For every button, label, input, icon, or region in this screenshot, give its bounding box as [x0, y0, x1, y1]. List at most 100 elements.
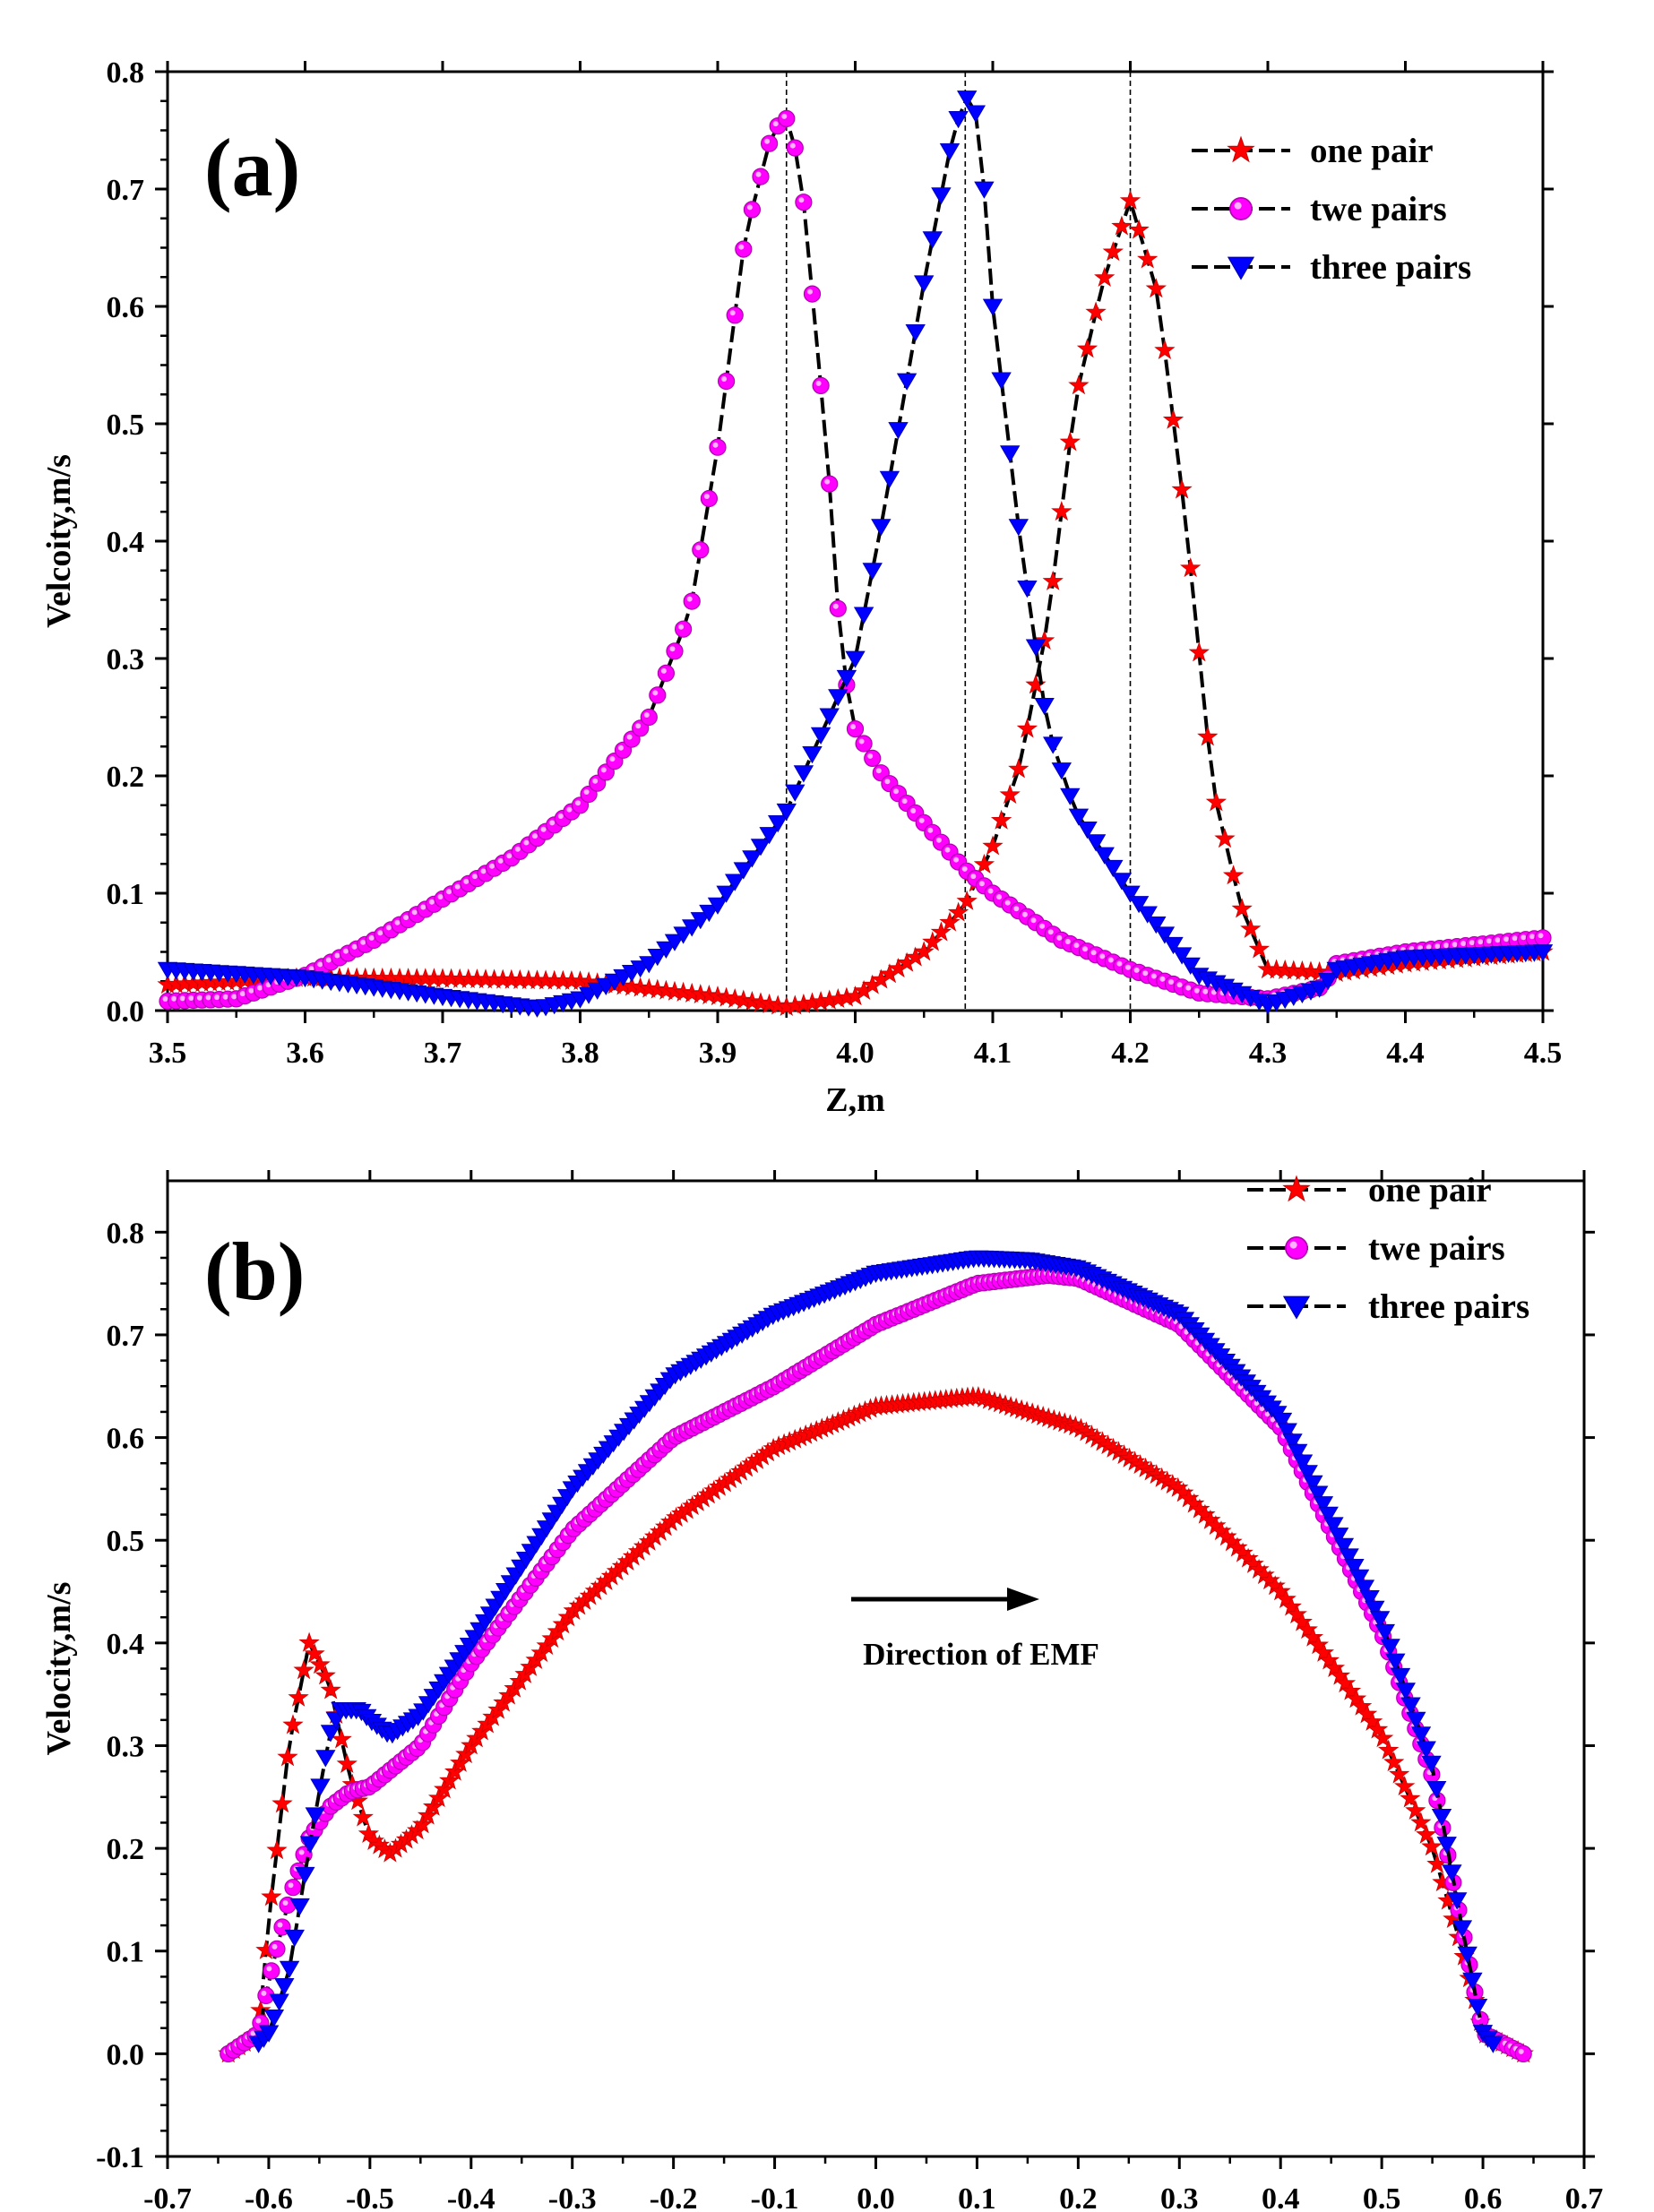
p1-data-point: [1249, 939, 1270, 958]
p2-legend-item: one pair: [1247, 1171, 1492, 1209]
p1-data-point: [794, 765, 814, 783]
p2-y-tick-label: 0.3: [107, 1730, 145, 1763]
p1-x-tick-label: 4.1: [974, 1037, 1012, 1070]
p2-data-point: [278, 1747, 297, 1766]
p1-y-tick-label: 0.3: [107, 643, 145, 676]
p1-data-point: [1094, 267, 1115, 287]
p1-data-point: [795, 194, 813, 211]
p2-x-tick-label: -0.7: [143, 2182, 192, 2212]
p1-x-tick-label: 4.3: [1249, 1037, 1288, 1070]
p2-series-line: [227, 1395, 1525, 2056]
p1-data-point: [1534, 929, 1552, 947]
p1-data-point: [778, 109, 796, 127]
p2-legend-label: twe pairs: [1368, 1229, 1505, 1268]
p2-data-point: [274, 1977, 295, 1995]
p1-data-point: [905, 323, 926, 341]
p2-x-tick-label: 0.2: [1059, 2182, 1098, 2212]
p1-x-tick-label: 4.4: [1386, 1037, 1425, 1070]
p1-x-tick-label: 3.9: [699, 1037, 737, 1070]
p1-data-point: [1163, 409, 1184, 429]
p1-data-point: [855, 735, 873, 753]
p2-x-tick-label: -0.2: [650, 2182, 698, 2212]
p1-data-point: [957, 90, 978, 108]
p1-data-point: [692, 541, 710, 559]
p1-y-tick-label: 0.1: [107, 878, 145, 911]
p1-data-point: [666, 642, 684, 660]
p1-x-axis-title: Z,m: [825, 1081, 885, 1119]
p1-series-star: [158, 190, 1553, 1016]
p1-panel-label: (a): [204, 122, 300, 213]
p1-data-point: [914, 275, 935, 293]
p1-data-point: [717, 372, 736, 391]
p1-data-point: [931, 187, 952, 205]
p1-series-triangle-down: [158, 90, 1553, 1018]
p1-x-tick-label: 3.6: [286, 1037, 324, 1070]
p1-data-point: [811, 727, 831, 745]
p1-data-point: [760, 134, 779, 152]
p2-data-point: [310, 1778, 331, 1796]
p1-data-point: [1069, 374, 1089, 394]
p2-legend-label: one pair: [1368, 1171, 1492, 1209]
p1-y-tick-label: 0.5: [107, 409, 145, 442]
p1-data-point: [854, 607, 874, 624]
p2-y-tick-label: 0.2: [107, 1833, 145, 1866]
p1-data-point: [785, 784, 805, 802]
p2-y-tick-label: 0.7: [107, 1320, 145, 1353]
p2-x-tick-label: -0.1: [751, 2182, 799, 2212]
p1-data-point: [1155, 340, 1175, 359]
p2-legend-label: three pairs: [1368, 1287, 1529, 1326]
p1-y-tick-label: 0.8: [107, 56, 145, 90]
p1-legend-marker-circle: [1229, 197, 1253, 220]
p2-x-tick-label: 0.0: [857, 2182, 895, 2212]
p1-x-tick-label: 3.8: [561, 1037, 599, 1070]
p1-data-point: [683, 592, 701, 610]
p1-series-line: [167, 94, 1544, 1011]
p1-data-point: [888, 422, 909, 439]
p2-data-point: [269, 1993, 289, 2011]
p2-series-triangle-down: [248, 1250, 1503, 2053]
panel-a-chart: 3.5 3.6 3.7 3.8 3.9 4.0 4.1 4.2 4.3 4.4 4.5 0.0 0.1 0…: [40, 56, 1562, 1119]
p1-data-point: [649, 686, 667, 704]
p1-data-point: [829, 599, 847, 617]
p1-data-point: [700, 489, 719, 508]
p1-data-point: [1000, 445, 1021, 463]
p2-data-point: [263, 1962, 280, 1980]
p1-y-tick-label: 0.0: [107, 995, 145, 1029]
panel-b-chart: -0.7 -0.6 -0.5 -0.4 -0.3 -0.2 -0.1 0.0 0.1 0.2 0.3…: [40, 1170, 1603, 2212]
p1-series-circle: [159, 109, 1552, 1011]
p1-data-point: [1215, 829, 1235, 848]
p2-x-tick-label: 0.7: [1565, 2182, 1604, 2212]
p1-data-point: [1034, 698, 1055, 715]
p1-y-tick-label: 0.2: [107, 761, 145, 794]
p1-data-point: [752, 168, 770, 185]
p1-data-point: [983, 298, 1003, 316]
p2-emf-arrow-head: [1007, 1588, 1039, 1611]
p1-data-point: [819, 708, 840, 726]
p2-y-tick-label: 0.1: [107, 1936, 145, 1969]
p1-y-tick-label: 0.6: [107, 291, 145, 324]
p1-legend-marker-star: [1228, 136, 1254, 162]
p2-x-tick-label: -0.4: [447, 2182, 495, 2212]
p1-data-point: [640, 708, 658, 727]
p1-data-point: [821, 475, 839, 493]
p1-data-point: [1008, 519, 1029, 536]
p1-data-point: [1051, 762, 1072, 779]
p1-legend: one pair twe pairs three pairs: [1192, 132, 1471, 287]
p1-data-point: [974, 854, 995, 874]
p1-data-point: [845, 650, 866, 668]
p2-y-tick-label: 0.4: [107, 1628, 145, 1661]
p1-data-point: [743, 201, 762, 219]
p1-legend-label: twe pairs: [1310, 190, 1447, 228]
p2-y-tick-label: -0.1: [96, 2141, 144, 2174]
p1-data-point: [871, 519, 892, 536]
p1-data-point: [922, 231, 943, 249]
p1-data-point: [965, 105, 986, 123]
p1-data-point: [1060, 788, 1081, 805]
p2-y-tick-label: 0.6: [107, 1423, 145, 1456]
p2-data-point: [284, 1929, 305, 1947]
p1-data-point: [803, 285, 822, 303]
p1-x-tick-label: 4.2: [1111, 1037, 1150, 1070]
p1-x-tick-label: 4.5: [1524, 1037, 1563, 1070]
p1-data-point: [726, 306, 744, 324]
